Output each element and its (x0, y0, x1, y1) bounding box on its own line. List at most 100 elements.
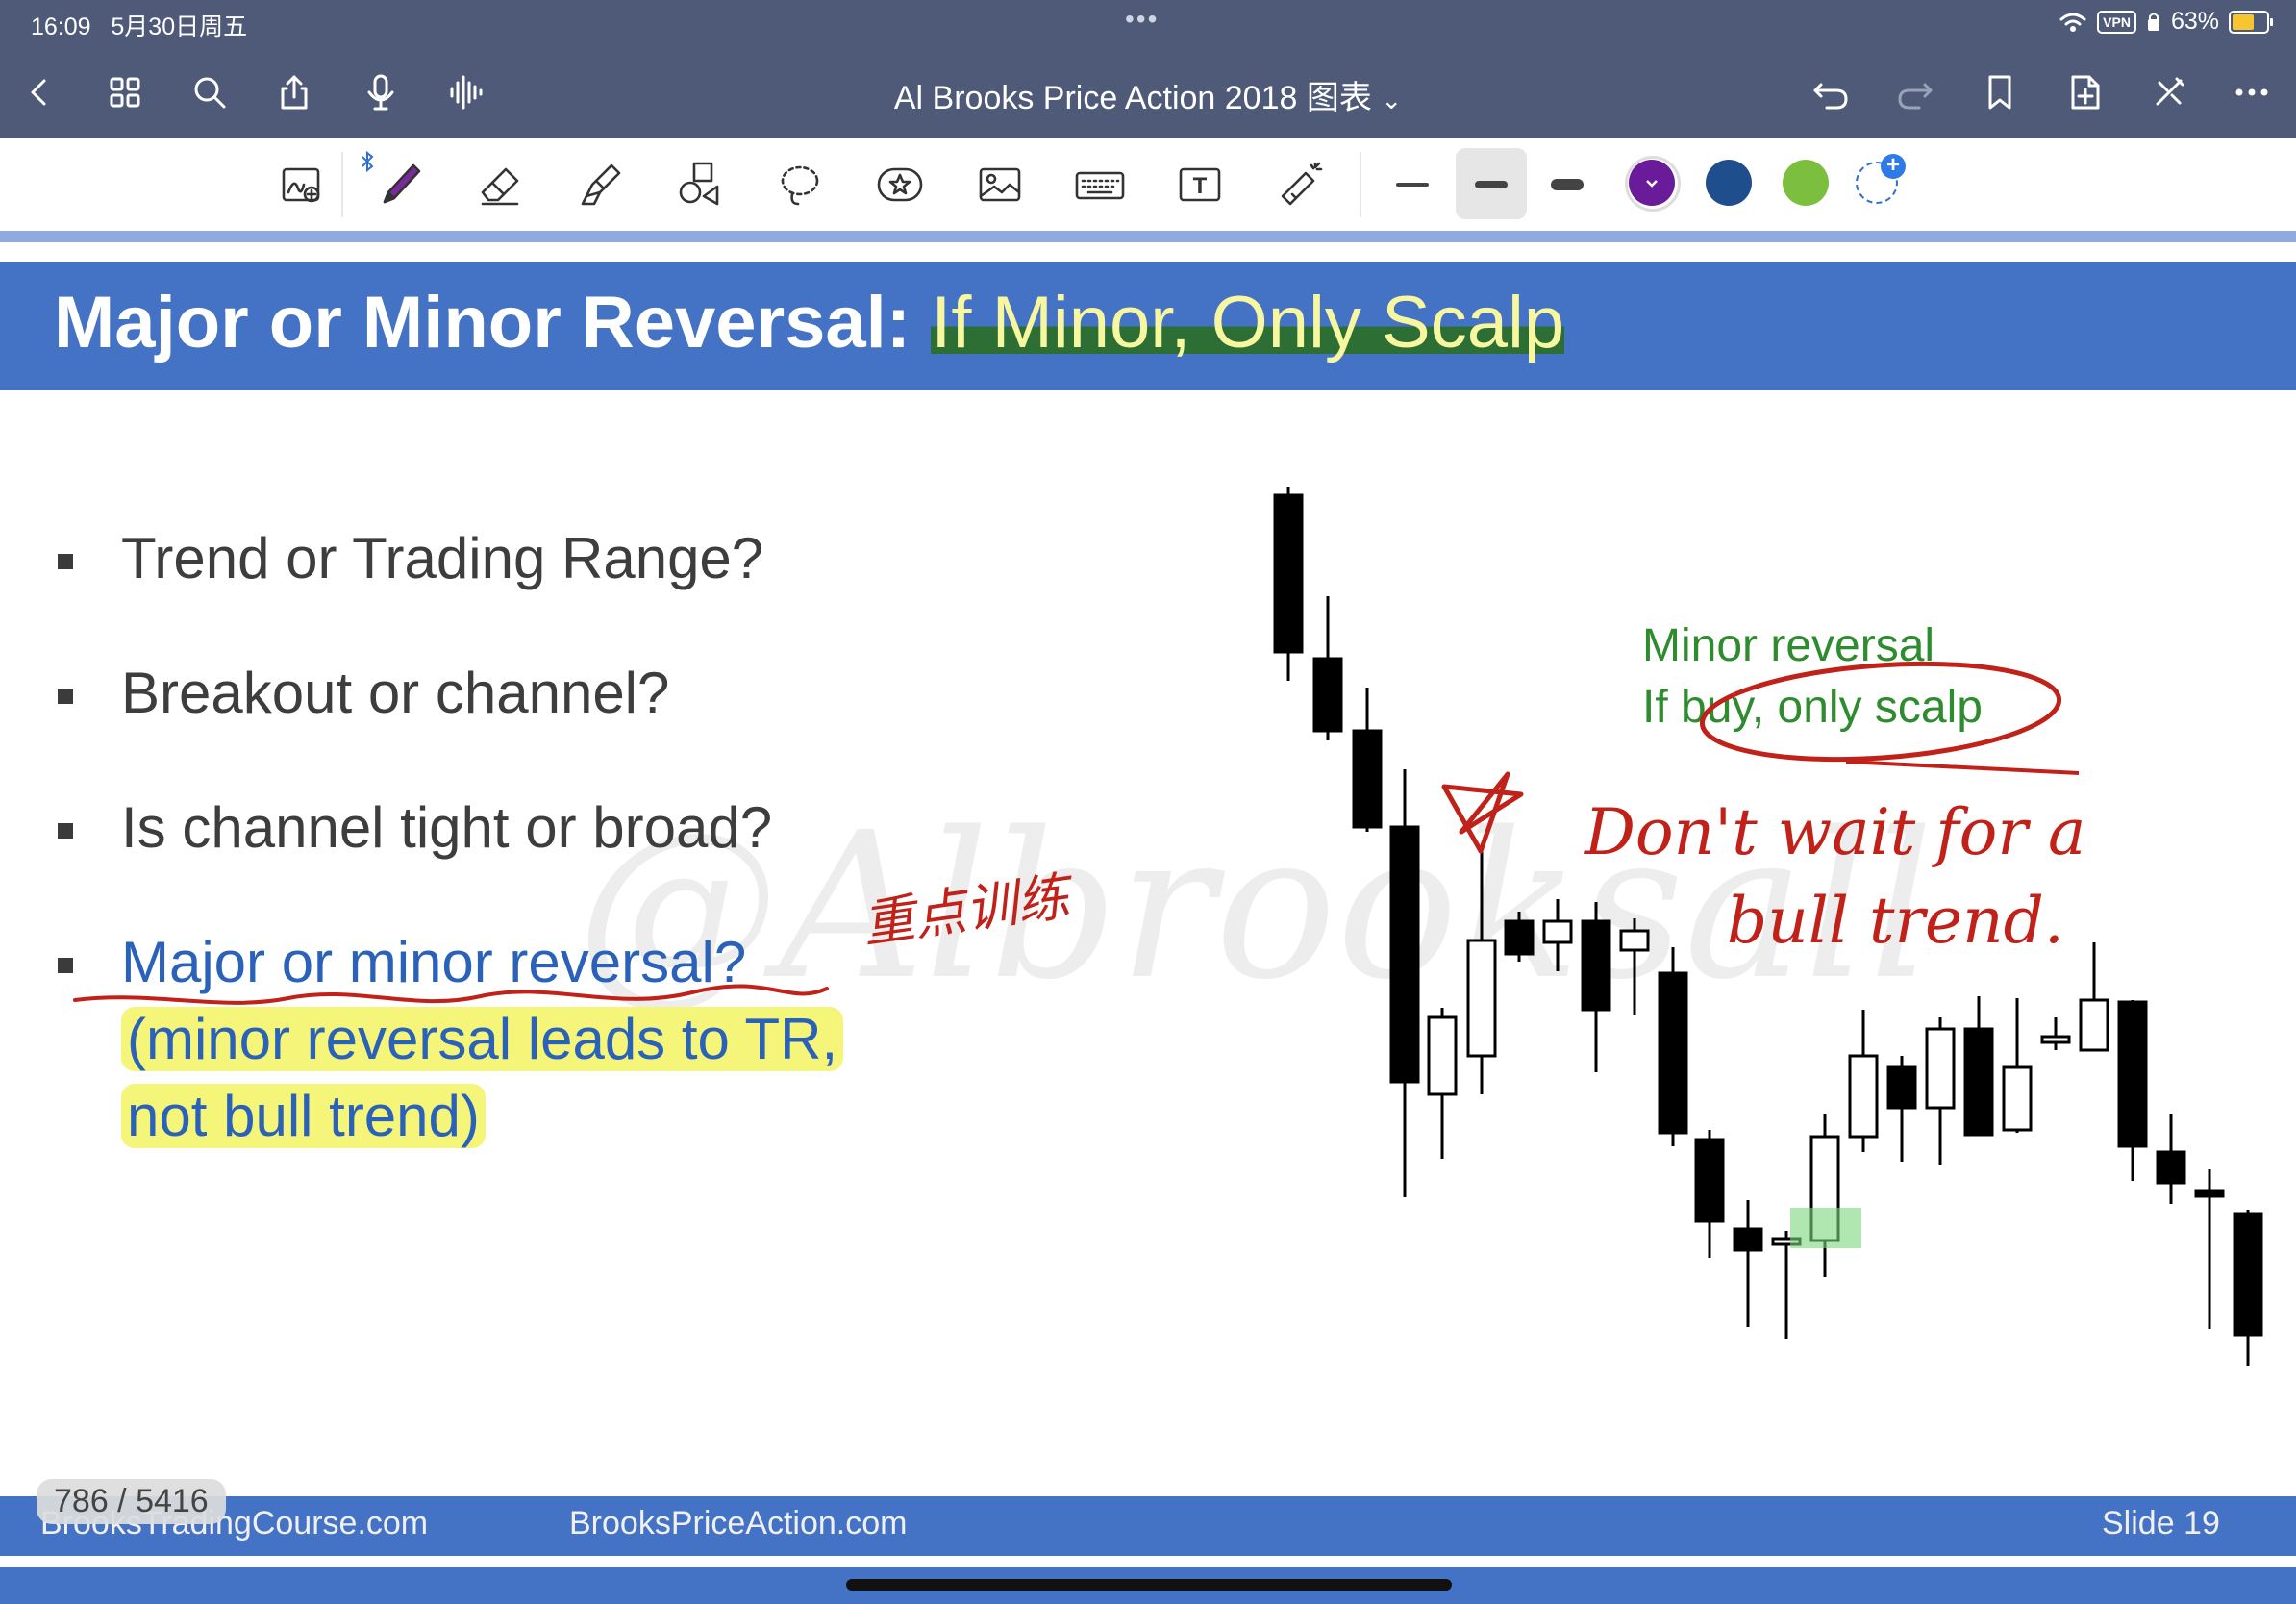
bear-candle (1886, 1065, 1917, 1110)
bull-candle (1925, 1027, 1956, 1110)
toolbar-divider (341, 152, 343, 217)
audio-wave-icon[interactable] (437, 63, 494, 121)
bullet-4-sub-line-1: (minor reversal leads to TR, (121, 1006, 844, 1072)
battery-icon (2229, 10, 2273, 34)
bear-candle (1963, 1027, 1994, 1137)
highlighter-tool[interactable] (565, 150, 635, 219)
bear-candle (1581, 919, 1611, 1012)
bull-candle (1619, 929, 1650, 952)
pen-tool[interactable] (365, 150, 435, 219)
laser-pointer-tool[interactable] (1265, 150, 1335, 219)
text-tool-label: T (1193, 173, 1208, 199)
star-icon (1441, 771, 1524, 854)
grid-icon[interactable] (96, 63, 154, 121)
add-page-icon[interactable] (2056, 63, 2113, 121)
handwritten-note-cn: 重点训练 (859, 865, 1080, 954)
back-icon[interactable] (12, 63, 69, 121)
bear-candle (1389, 825, 1420, 1084)
bullet-marker (58, 958, 73, 973)
color-swatch-green[interactable] (1783, 160, 1829, 206)
drawing-toolbar: T + (0, 138, 2296, 232)
handwritten-stroke (1845, 760, 2080, 775)
bullet-1: Trend or Trading Range? (121, 526, 764, 590)
highlighted-text: not bull trend) (121, 1084, 486, 1148)
bear-candle (1694, 1138, 1725, 1223)
close-toolbar-icon[interactable] (2140, 63, 2198, 121)
candlesticks (1273, 487, 2263, 1366)
lasso-tool[interactable] (765, 150, 835, 219)
share-icon[interactable] (265, 63, 323, 121)
slide-title: Major or Minor Reversal: If Minor, Only … (54, 281, 1565, 364)
stroke-thick[interactable] (1551, 179, 1584, 190)
eraser-tool[interactable] (465, 150, 535, 219)
slide-title-highlight: If Minor, Only Scalp (931, 282, 1565, 363)
more-icon[interactable] (2223, 63, 2281, 121)
prev-slide-footer-band (0, 231, 2296, 242)
footer-middle: BrooksPriceAction.com (569, 1505, 908, 1541)
text-tool[interactable]: T (1165, 150, 1235, 219)
status-indicators: VPN 63% (2059, 8, 2273, 36)
home-indicator[interactable] (846, 1579, 1452, 1591)
nav-bar: Al Brooks Price Action 2018 图表 ⌄ (0, 46, 2296, 138)
bullet-marker (58, 554, 73, 569)
sticker-tool[interactable] (865, 150, 935, 219)
footer-slide-number: Slide 19 (2102, 1505, 2220, 1541)
chart-note: Minor reversal If buy, only scalp (1642, 615, 1983, 739)
bear-candle (2117, 1000, 2148, 1148)
status-bar: 16:09 5月30日周五 ••• VPN 63% (0, 0, 2296, 46)
wifi-icon (2059, 13, 2086, 32)
highlighted-text: (minor reversal leads to TR, (121, 1007, 844, 1071)
stroke-medium[interactable] (1475, 181, 1508, 188)
add-color-button[interactable] (1856, 162, 1898, 204)
keyboard-tool[interactable] (1065, 150, 1135, 219)
bear-candle (1312, 657, 1343, 733)
chevron-down-icon (1646, 180, 1658, 188)
stroke-thin[interactable] (1396, 183, 1429, 187)
handwritten-circle (1699, 661, 2062, 763)
signal-bar-highlight (1790, 1208, 1861, 1248)
color-swatch-blue[interactable] (1706, 160, 1752, 206)
bull-candle (1466, 939, 1497, 1058)
toolbar-divider (1360, 152, 1361, 217)
bullet-marker (58, 823, 73, 839)
chevron-down-icon: ⌄ (1381, 86, 1403, 114)
bull-candle (1427, 1015, 1458, 1096)
bookmark-icon[interactable] (1971, 63, 2029, 121)
document-title[interactable]: Al Brooks Price Action 2018 图表 ⌄ (0, 71, 2296, 118)
bull-candle (2079, 998, 2109, 1052)
plus-icon: + (1881, 154, 1906, 179)
chart-note-line-2: If buy, only scalp (1642, 682, 1983, 733)
bull-candle (2040, 1035, 2071, 1044)
bullet-4: Major or minor reversal? (121, 930, 747, 994)
slide-canvas[interactable]: Major or Minor Reversal: If Minor, Only … (0, 231, 2296, 1604)
battery-percent: 63% (2170, 8, 2219, 35)
color-swatch-purple[interactable] (1629, 160, 1675, 206)
bear-candle (1733, 1227, 1763, 1252)
watermark: @Albrooksall (577, 789, 1934, 1024)
bear-candle (1273, 493, 1304, 654)
status-time: 16:09 5月30日周五 (31, 13, 248, 40)
multitask-dots[interactable]: ••• (1125, 4, 1160, 34)
zoom-writing-tool[interactable] (267, 150, 337, 219)
bullet-2: Breakout or channel? (121, 661, 670, 725)
slide-title-main: Major or Minor Reversal: (54, 282, 932, 363)
page-counter: 786 / 5416 (37, 1479, 226, 1524)
bullet-marker (58, 689, 73, 704)
redo-icon[interactable] (1886, 63, 1944, 121)
bear-candle (1658, 971, 1688, 1135)
bear-candle (2156, 1150, 2186, 1185)
bear-candle (1504, 919, 1535, 956)
handwritten-underline (73, 984, 829, 1005)
bull-candle (1848, 1054, 1879, 1139)
bluetooth-icon (360, 150, 375, 178)
undo-icon[interactable] (1802, 63, 1859, 121)
bull-candle (2002, 1065, 2033, 1132)
price-chart: 重点训练 Don't wait for a bull trend. (73, 487, 2263, 1366)
handwritten-note-line-2: bull trend. (1727, 884, 2064, 958)
lock-rotation-icon (2147, 13, 2159, 31)
image-tool[interactable] (965, 150, 1035, 219)
search-icon[interactable] (181, 63, 238, 121)
microphone-icon[interactable] (352, 63, 410, 121)
document-title-text: Al Brooks Price Action 2018 图表 (893, 80, 1372, 116)
shapes-tool[interactable] (665, 150, 735, 219)
